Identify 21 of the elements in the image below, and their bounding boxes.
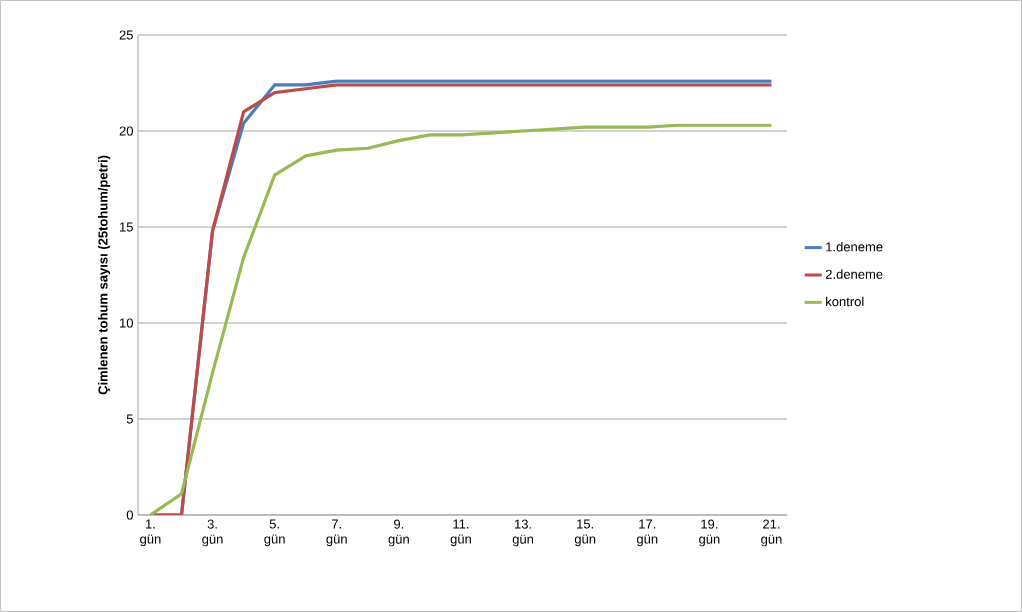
legend-label: 1.deneme — [826, 241, 883, 252]
x-tick-label: 3. gün — [202, 519, 223, 547]
y-tick-label: 15 — [120, 222, 133, 232]
x-tick-label: 7. gün — [326, 519, 347, 547]
x-tick-label: 11. gün — [450, 519, 471, 547]
x-tick-label: 21. gün — [761, 519, 782, 547]
legend-label: kontrol — [826, 296, 864, 307]
x-tick-label: 13. gün — [512, 519, 534, 547]
y-tick-label: 25 — [119, 30, 133, 40]
legend-label: 2.deneme — [825, 269, 883, 279]
y-tick-label: 10 — [120, 318, 133, 328]
x-tick-label: 19. gün — [699, 519, 720, 547]
x-tick-label: 1. gün — [140, 519, 161, 547]
y-tick-label: 20 — [119, 126, 133, 136]
x-tick-label: 17. gün — [636, 519, 658, 547]
y-tick-label: 5 — [126, 414, 133, 424]
x-tick-label: 15. gün — [574, 519, 596, 547]
y-tick-label: 0 — [126, 510, 133, 520]
x-tick-label: 9. gün — [388, 519, 409, 547]
x-tick-label: 5. gün — [264, 519, 285, 547]
y-axis-title: Çimlenen tohum sayısı (25tohum/petri) — [98, 155, 111, 395]
